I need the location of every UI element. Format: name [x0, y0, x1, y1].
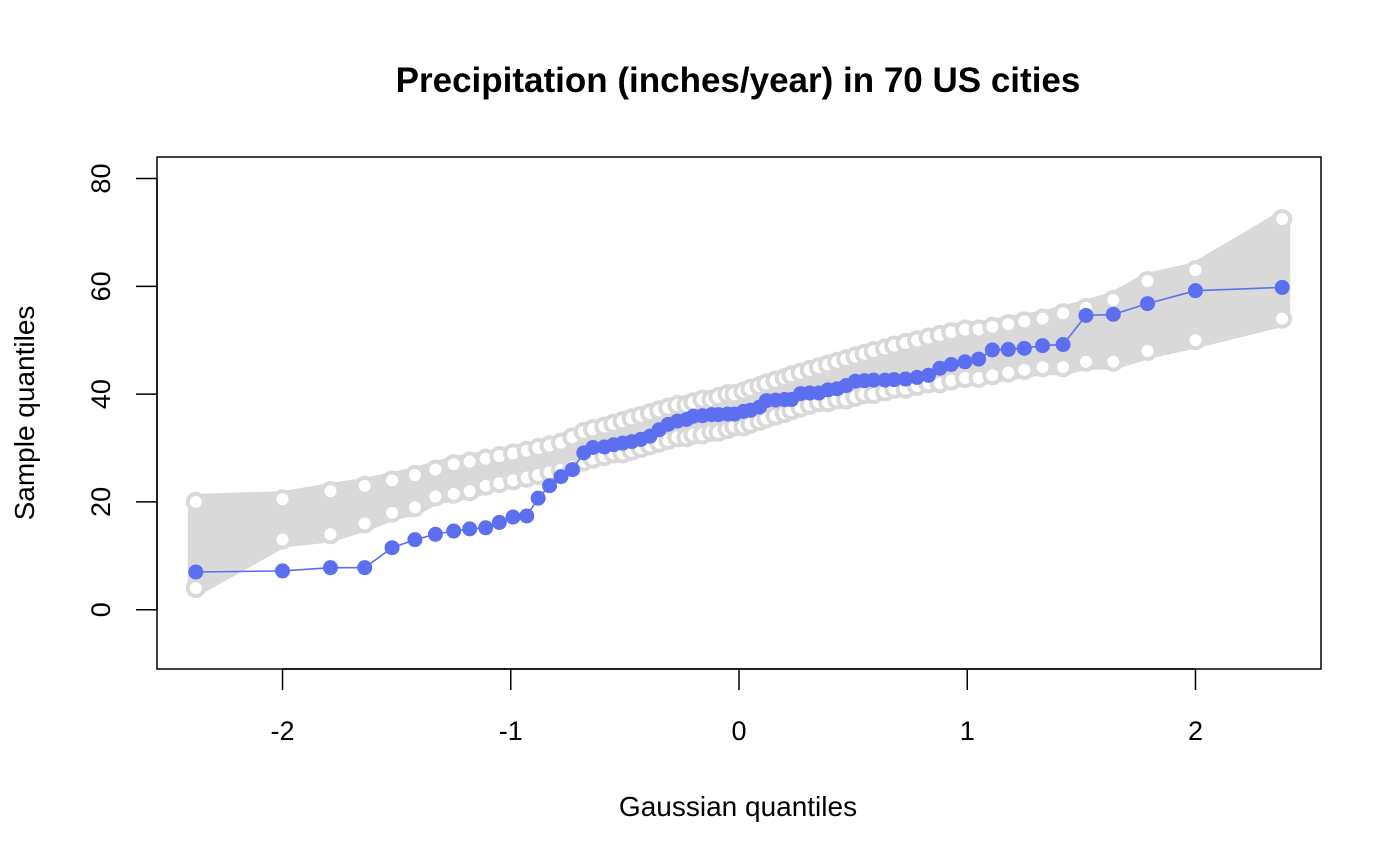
observed-point [1140, 296, 1156, 312]
simulated-point-upper [1272, 208, 1293, 229]
observed-point [564, 462, 580, 478]
observed-point [446, 523, 462, 539]
simulated-point-upper [982, 316, 1003, 337]
observed-point [909, 369, 925, 385]
observed-point [943, 356, 959, 372]
x-axis: -2 -1 0 1 2 [271, 668, 1203, 746]
simulated-point-lower [443, 483, 464, 504]
observed-point [1000, 341, 1016, 357]
simulated-point-upper [425, 459, 446, 480]
simulated-point-upper [1014, 311, 1035, 332]
x-tick-label: 2 [1188, 716, 1203, 746]
simulated-point-lower [1053, 357, 1074, 378]
simulated-point-upper [382, 470, 403, 491]
observed-point [1105, 306, 1121, 322]
observed-point [519, 508, 535, 524]
simulated-point-upper [354, 475, 375, 496]
simulated-point-lower [1185, 330, 1206, 351]
simulated-point-lower [998, 362, 1019, 383]
observed-point [898, 371, 914, 387]
simulated-point-lower [320, 524, 341, 545]
observed-point [1055, 337, 1071, 353]
simulated-point-upper [998, 314, 1019, 335]
simulated-point-lower [982, 365, 1003, 386]
y-tick-label: 60 [86, 271, 116, 301]
observed-point [505, 509, 521, 525]
observed-point [1016, 340, 1032, 356]
x-tick-label: -2 [271, 716, 295, 746]
simulated-point-lower [1014, 359, 1035, 380]
observed-point [357, 560, 373, 576]
simulated-point-upper [1137, 270, 1158, 291]
observed-point [866, 372, 882, 388]
simulated-point-upper [1053, 303, 1074, 324]
simulated-point-lower [459, 481, 480, 502]
observed-point [322, 560, 338, 576]
observed-point [886, 372, 902, 388]
y-tick-label: 40 [86, 379, 116, 409]
observed-quantiles-group [188, 279, 1290, 580]
simulated-quantiles-group [185, 208, 1293, 599]
observed-point [920, 367, 936, 383]
simulated-point-lower [1103, 351, 1124, 372]
simulated-point-lower [425, 486, 446, 507]
simulated-envelope-band [187, 211, 1291, 597]
observed-point [971, 351, 987, 367]
observed-point [407, 532, 423, 548]
y-axis: 0 20 40 60 80 [86, 164, 158, 617]
x-tick-label: 1 [960, 716, 975, 746]
observed-point [1187, 283, 1203, 299]
x-tick-label: 0 [731, 716, 746, 746]
simulated-point-upper [272, 489, 293, 510]
simulated-point-upper [443, 454, 464, 475]
simulated-point-lower [185, 578, 206, 599]
observed-point [188, 564, 204, 580]
simulated-point-lower [354, 513, 375, 534]
y-tick-label: 80 [86, 164, 116, 194]
simulated-point-lower [1075, 351, 1096, 372]
simulated-point-lower [1032, 357, 1053, 378]
y-axis-label: Sample quantiles [9, 306, 40, 521]
observed-point [553, 469, 569, 485]
x-tick-label: -1 [499, 716, 523, 746]
observed-point [1274, 279, 1290, 295]
observed-point [984, 342, 1000, 358]
observed-point [427, 526, 443, 542]
simulated-point-lower [404, 497, 425, 518]
observed-point [491, 514, 507, 530]
observed-point [542, 478, 558, 494]
chart-title: Precipitation (inches/year) in 70 US cit… [396, 61, 1081, 100]
simulated-point-upper [1032, 308, 1053, 329]
y-tick-label: 20 [86, 487, 116, 517]
observed-point [275, 563, 291, 579]
simulated-point-upper [404, 464, 425, 485]
simulated-point-lower [1137, 341, 1158, 362]
observed-point [1035, 338, 1051, 354]
observed-point [384, 540, 400, 556]
observed-point [932, 360, 948, 376]
simulated-point-upper [320, 481, 341, 502]
observed-point [530, 490, 546, 506]
simulated-point-upper [1103, 289, 1124, 310]
x-axis-label: Gaussian quantiles [619, 791, 857, 822]
simulated-point-lower [272, 529, 293, 550]
observed-point [478, 520, 494, 536]
simulated-point-upper [185, 491, 206, 512]
observed-point [1078, 307, 1094, 323]
observed-point [957, 354, 973, 370]
simulated-point-lower [382, 502, 403, 523]
simulated-point-upper [1185, 260, 1206, 281]
y-tick-label: 0 [86, 602, 116, 617]
observed-point [462, 521, 478, 537]
simulated-point-upper [459, 451, 480, 472]
observed-point [585, 439, 601, 455]
simulated-point-lower [1272, 308, 1293, 329]
